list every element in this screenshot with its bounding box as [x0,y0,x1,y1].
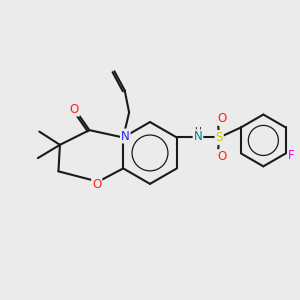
Text: O: O [70,103,79,116]
Text: O: O [92,178,101,190]
Text: O: O [217,112,226,125]
Text: N: N [194,130,202,143]
Text: O: O [217,150,226,163]
Text: F: F [288,149,295,162]
Text: S: S [215,131,223,144]
Text: N: N [121,130,130,142]
Text: H: H [195,127,201,136]
